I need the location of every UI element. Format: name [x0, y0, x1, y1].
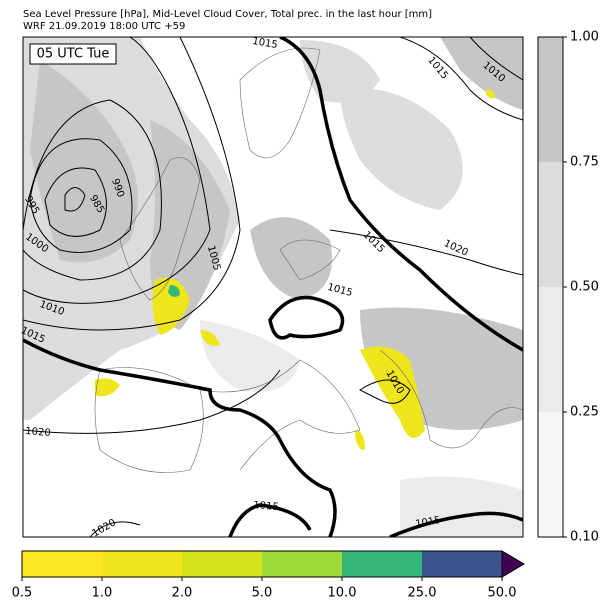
- tick-label: 1.00: [570, 30, 599, 45]
- isobar-label: 1020: [25, 426, 51, 439]
- map-frame: [22, 36, 524, 538]
- tick-label: 2.0: [172, 586, 193, 601]
- colorbar-segment: [262, 551, 342, 577]
- tick-label: 25.0: [408, 586, 437, 601]
- cloud-cover: [23, 37, 523, 537]
- tick-label: 50.0: [488, 586, 517, 601]
- tick-label: 0.5: [12, 586, 33, 601]
- colorbar-segment: [538, 287, 563, 412]
- tick-label: 0.25: [570, 405, 599, 420]
- time-box: [29, 43, 117, 65]
- colorbar-segment: [422, 551, 502, 577]
- tick-label: 5.0: [252, 586, 273, 601]
- colorbar-segment: [342, 551, 422, 577]
- tick-label: 0.50: [570, 280, 599, 295]
- isobars: [23, 37, 523, 537]
- colorbar-segment: [538, 37, 563, 162]
- isobar-label: 1015: [253, 500, 279, 513]
- subtitle: WRF 21.09.2019 18:00 UTC +59: [23, 21, 185, 32]
- time-label: 05 UTC Tue: [37, 47, 110, 62]
- colorbar-segment: [22, 551, 102, 577]
- tick-label: 0.10: [570, 530, 599, 545]
- isobar-label: 1015: [251, 36, 278, 51]
- colorbar-extend: [501, 550, 525, 578]
- colorbar-segment: [538, 162, 563, 287]
- isobar-label: 1015: [415, 515, 442, 530]
- coastlines: [94, 47, 523, 473]
- colorbar-segment: [182, 551, 262, 577]
- tick-label: 10.0: [328, 586, 357, 601]
- colorbar-segment: [102, 551, 182, 577]
- precipitation: [95, 89, 495, 450]
- tick-label: 1.0: [92, 586, 113, 601]
- isobar-1015: [23, 37, 523, 537]
- title: Sea Level Pressure [hPa], Mid-Level Clou…: [23, 9, 432, 20]
- map: [23, 37, 523, 537]
- tick-label: 0.75: [570, 155, 599, 170]
- colorbar-segment: [538, 412, 563, 537]
